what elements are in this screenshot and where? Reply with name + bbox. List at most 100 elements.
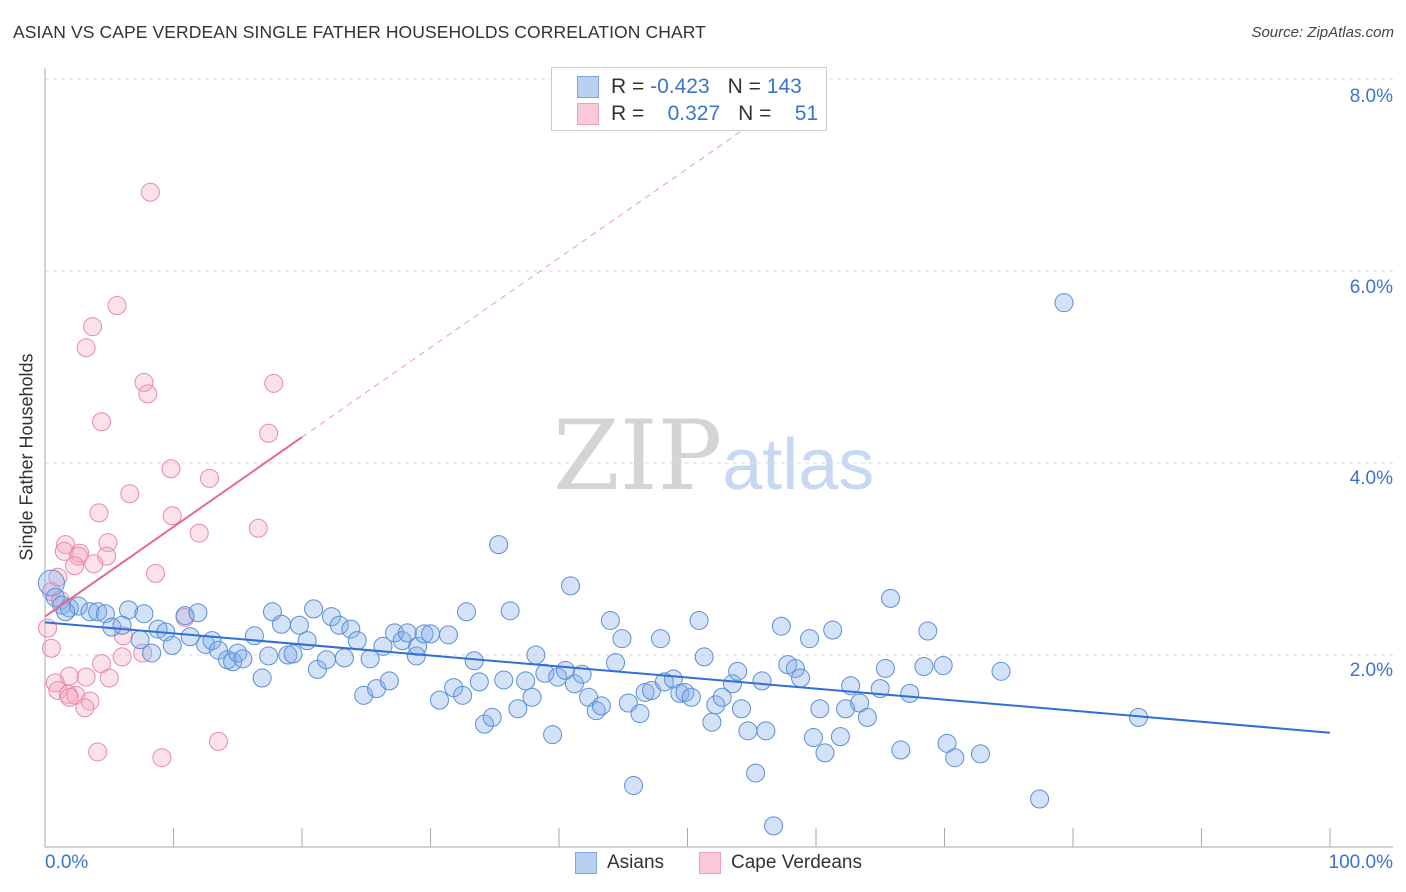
asians-point	[606, 653, 626, 673]
cape-verdeans-point	[162, 506, 182, 526]
asians-point	[469, 672, 489, 692]
asians-point	[752, 671, 772, 691]
legend-row-asians: R = -0.423 N = 143	[577, 74, 802, 100]
cape-verdeans-point	[84, 554, 104, 574]
cape-verdeans-point	[107, 296, 127, 316]
asians-point	[494, 670, 514, 690]
cape-verdeans-point	[45, 673, 65, 693]
cape-verdeans-point	[54, 541, 74, 561]
asians-point	[933, 656, 953, 676]
asians-point	[271, 614, 291, 634]
bottom-legend-cape-verdeans: Cape Verdeans	[699, 852, 862, 874]
cape-verdeans-point	[88, 742, 108, 762]
asians-point	[543, 725, 563, 745]
asians-point	[630, 704, 650, 724]
cape-verdeans-trend-extension	[301, 78, 817, 438]
asians-point	[1054, 293, 1074, 313]
asians-point	[738, 721, 758, 741]
asians-point	[347, 631, 367, 651]
asians-point	[522, 687, 542, 707]
asians-point	[663, 669, 683, 689]
asians-point	[857, 707, 877, 727]
asians-point	[991, 661, 1011, 681]
asians-point	[341, 619, 361, 639]
asians-point	[800, 629, 820, 649]
cape-verdeans-point	[80, 691, 100, 711]
cape-verdeans-swatch	[577, 103, 599, 125]
asians-point	[600, 610, 620, 630]
asians-point	[397, 623, 417, 643]
asians-point	[746, 763, 766, 783]
asians-point	[564, 674, 584, 694]
asians-point	[252, 668, 272, 688]
asians-swatch	[577, 76, 599, 98]
cape-verdeans-point	[138, 384, 158, 404]
asians-point	[712, 687, 732, 707]
asians-point	[823, 620, 843, 640]
asians-point	[791, 668, 811, 688]
asians-point	[112, 615, 132, 635]
asians-point	[244, 626, 264, 646]
asians-point	[875, 658, 895, 678]
cape-verdeans-point	[140, 182, 160, 202]
asians-point	[474, 714, 494, 734]
watermark: ZIPatlas	[553, 400, 875, 512]
cape-verdeans-point	[99, 668, 119, 688]
asians-point	[612, 629, 632, 649]
y-tick-label: 6.0%	[1349, 277, 1393, 298]
asians-point	[689, 610, 709, 630]
asians-point	[836, 699, 856, 719]
x-tick-label: 100.0%	[1328, 852, 1393, 873]
cape-verdeans-point	[146, 563, 166, 583]
cape-verdeans-point	[112, 647, 132, 667]
asians-point	[694, 647, 714, 667]
cape-verdeans-point	[48, 681, 68, 701]
asians-point	[180, 627, 200, 647]
y-tick-label: 2.0%	[1349, 660, 1393, 681]
asians-point	[142, 643, 162, 663]
asians-point	[482, 707, 502, 727]
y-tick-label: 4.0%	[1349, 468, 1393, 489]
asians-point	[900, 683, 920, 703]
cape-verdeans-swatch	[699, 852, 721, 874]
cape-verdeans-point	[248, 518, 268, 538]
asians-point	[297, 631, 317, 651]
asians-point	[508, 699, 528, 719]
asians-point	[88, 602, 108, 622]
asians-point	[785, 658, 805, 678]
asians-point	[830, 727, 850, 747]
asians-point	[624, 776, 644, 796]
asians-point	[756, 721, 776, 741]
asians-point	[289, 615, 309, 635]
asians-point	[681, 687, 701, 707]
cape-verdeans-point	[134, 372, 154, 392]
cape-verdeans-point	[76, 667, 96, 687]
asians-point	[670, 683, 690, 703]
asians-point	[591, 696, 611, 716]
asians-point	[702, 712, 722, 732]
correlation-legend: R = -0.423 N = 143 R = 0.327 N = 51	[551, 67, 827, 131]
y-tick-label: 8.0%	[1349, 86, 1393, 107]
cape-verdeans-point	[120, 484, 140, 504]
cape-verdeans-point	[199, 468, 219, 488]
asians-point	[535, 663, 555, 683]
cape-verdeans-point	[259, 423, 279, 443]
asians-point	[453, 685, 473, 705]
cape-verdeans-point	[92, 412, 112, 432]
asians-point	[728, 661, 748, 681]
asians-point	[329, 615, 349, 635]
asians-point	[918, 621, 938, 641]
asians-point	[316, 650, 336, 670]
asians-point	[304, 599, 324, 619]
asians-point	[891, 740, 911, 760]
asians-point	[945, 748, 965, 768]
cape-verdeans-point	[264, 373, 284, 393]
asians-point	[80, 602, 100, 622]
cape-verdeans-point	[68, 546, 88, 566]
asians-point	[914, 657, 934, 677]
cape-verdeans-point	[152, 748, 172, 768]
asians-point	[731, 699, 751, 719]
cape-verdeans-point	[56, 535, 76, 555]
